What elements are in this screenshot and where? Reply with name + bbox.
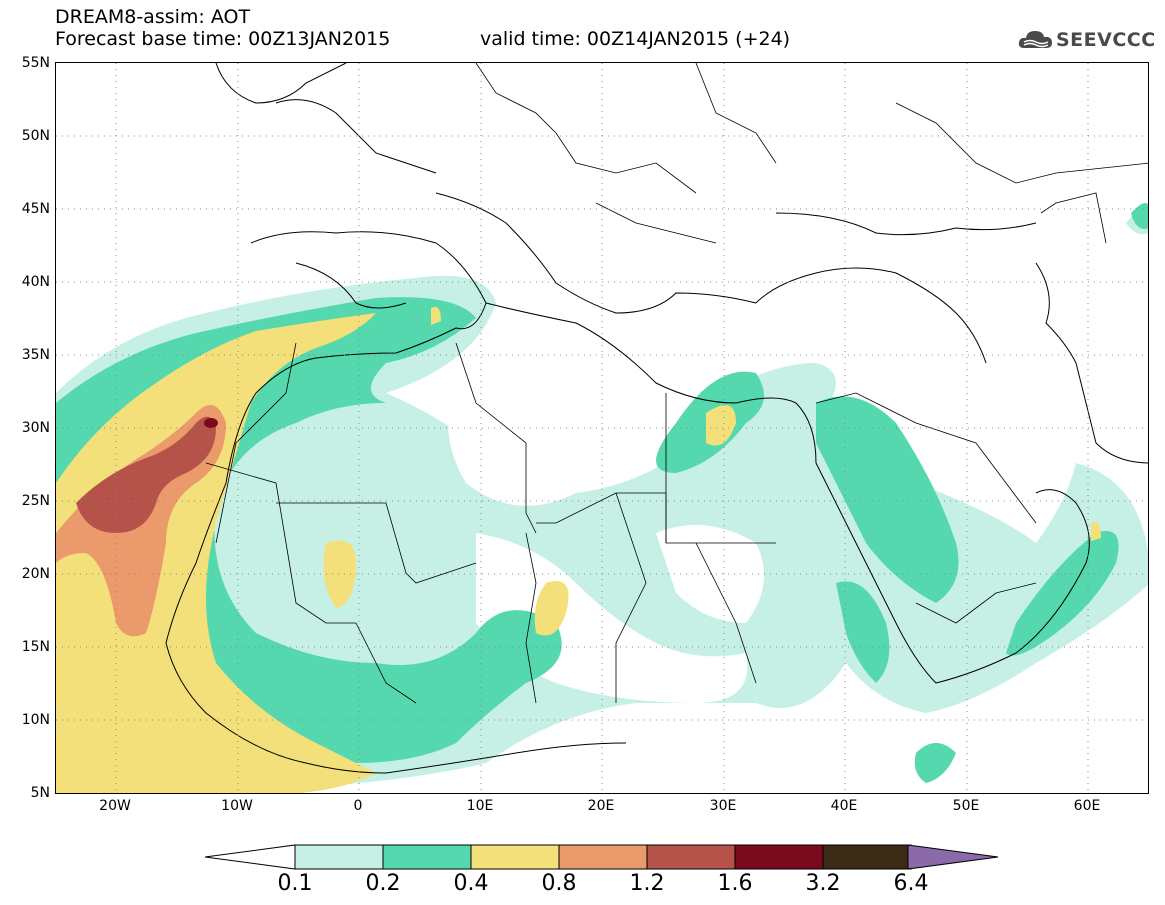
map-canvas [56,63,1148,793]
valid-time: valid time: 00Z14JAN2015 (+24) [480,28,791,50]
country-borders [205,63,1148,704]
colorbar-label: 6.4 [893,871,929,896]
cloud-icon [1018,31,1052,48]
aot-field-darkred [204,418,218,428]
colorbar-max-arrow [907,844,999,870]
lon-tick-label: 10W [221,798,253,814]
lon-tick-label: 20E [587,798,615,814]
map-title: DREAM8-assim: AOT [55,6,251,28]
seevccc-logo: SEEVCCC [1018,26,1158,56]
lat-tick-label: 15N [21,639,50,655]
colorbar-segments [294,844,912,870]
lon-tick-label: 50E [952,798,980,814]
lon-tick-label: 40E [830,798,858,814]
lat-tick-label: 35N [21,347,50,363]
aot-field-brown [76,416,216,533]
colorbar-label: 0.1 [277,871,313,896]
colorbar-segment [646,844,736,870]
colorbar-label: 3.2 [805,871,841,896]
lat-tick-label: 10N [21,712,50,728]
colorbar-segment [382,844,472,870]
colorbar-label: 0.8 [541,871,577,896]
aot-colorbar [205,844,999,870]
graticule [56,63,1148,793]
lat-tick-label: 25N [21,493,50,509]
lat-tick-label: 20N [21,566,50,582]
lon-tick-label: 30E [709,798,737,814]
lon-tick-label: 60E [1073,798,1101,814]
colorbar-min-arrow [205,844,296,870]
aot-map [55,62,1149,794]
lat-tick-label: 40N [21,274,50,290]
colorbar-label: 1.6 [717,871,753,896]
logo-text: SEEVCCC [1056,29,1156,51]
aot-field-yellow [56,306,1101,793]
lat-tick-label: 5N [30,785,50,801]
colorbar-segment [294,844,384,870]
colorbar-segment [558,844,648,870]
colorbar-label: 0.4 [453,871,489,896]
lon-tick-label: 0 [353,798,363,814]
lat-tick-label: 55N [21,55,50,71]
colorbar-label: 0.2 [365,871,401,896]
colorbar-label: 1.2 [629,871,665,896]
colorbar-segment [822,844,912,870]
colorbar-segment [470,844,560,870]
coastlines [165,63,1148,774]
lat-tick-label: 50N [21,128,50,144]
forecast-base-time: Forecast base time: 00Z13JAN2015 [55,28,391,50]
lon-tick-label: 20W [99,798,131,814]
colorbar-segment [734,844,824,870]
lon-tick-label: 10E [466,798,494,814]
lat-tick-label: 45N [21,201,50,217]
lat-tick-label: 30N [21,420,50,436]
